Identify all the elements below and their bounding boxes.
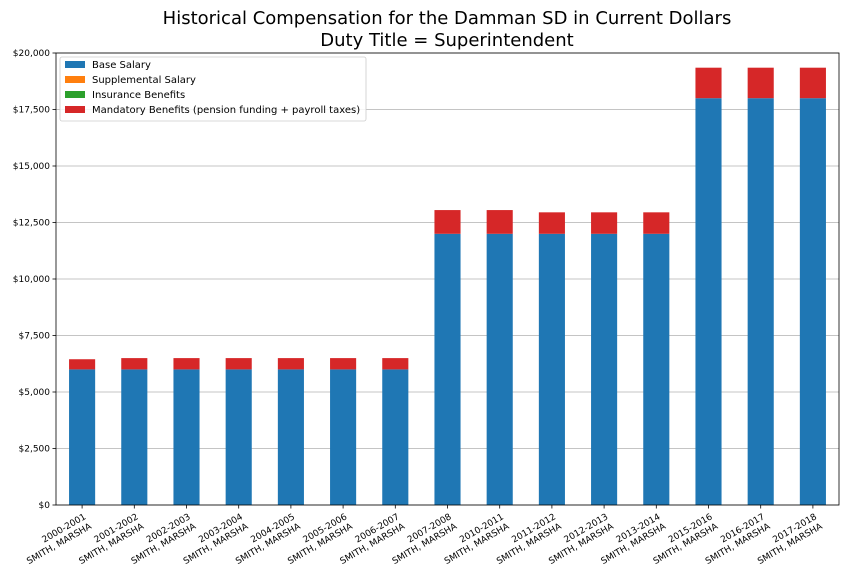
bar-segment: [69, 359, 96, 370]
bar-segment: [69, 369, 96, 505]
bar-segment: [277, 358, 304, 370]
legend-swatch: [65, 106, 85, 113]
bar-segment: [538, 233, 565, 506]
bar-segment: [799, 98, 826, 505]
bar-segment: [591, 233, 618, 506]
y-tick-label: $5,000: [19, 388, 51, 398]
bar-segment: [382, 369, 409, 505]
bar-segment: [434, 210, 461, 234]
bar-segment: [643, 212, 670, 234]
chart-title: Historical Compensation for the Damman S…: [162, 8, 732, 29]
bar-segment: [382, 358, 409, 370]
y-tick-label: $2,500: [19, 445, 51, 455]
bar-segment: [591, 212, 618, 234]
y-tick-label: $12,500: [13, 219, 50, 229]
bar-segment: [225, 369, 252, 505]
bar-segment: [695, 98, 722, 505]
legend-swatch: [65, 76, 85, 83]
bar-segment: [330, 358, 357, 370]
bar-segment: [538, 212, 565, 234]
chart-subtitle: Duty Title = Superintendent: [320, 30, 574, 51]
bar-segment: [434, 233, 461, 506]
bar-segment: [486, 233, 513, 506]
bars: [69, 67, 826, 506]
legend-label: Base Salary: [92, 60, 151, 71]
bar-segment: [121, 369, 148, 505]
bar-segment: [799, 67, 826, 99]
bar-segment: [173, 358, 200, 370]
bar-segment: [486, 210, 513, 234]
legend-label: Mandatory Benefits (pension funding + pa…: [92, 105, 360, 116]
legend-swatch: [65, 91, 85, 98]
legend-label: Supplemental Salary: [92, 75, 196, 86]
legend-label: Insurance Benefits: [92, 90, 185, 101]
legend-swatch: [65, 61, 85, 68]
bar-segment: [225, 358, 252, 370]
bar-segment: [330, 369, 357, 505]
legend-box: [59, 56, 367, 122]
plot-frame: [55, 52, 840, 506]
bar-segment: [747, 67, 774, 99]
bar-segment: [277, 369, 304, 505]
y-tick-label: $17,500: [13, 106, 50, 116]
y-tick-label: $15,000: [13, 162, 50, 172]
y-tick-label: $20,000: [13, 49, 50, 59]
chart-title-block: Historical Compensation for the Damman S…: [0, 8, 864, 52]
bar-segment: [121, 358, 148, 370]
y-tick-label: $10,000: [13, 275, 50, 285]
bar-segment: [695, 67, 722, 99]
y-tick-label: $7,500: [19, 332, 51, 342]
y-tick-label: $0: [39, 501, 51, 511]
bar-segment: [747, 98, 774, 505]
bar-segment: [643, 233, 670, 506]
legend: Base Salary Supplemental Salary Insurance …: [59, 56, 367, 122]
bar-segment: [173, 369, 200, 505]
